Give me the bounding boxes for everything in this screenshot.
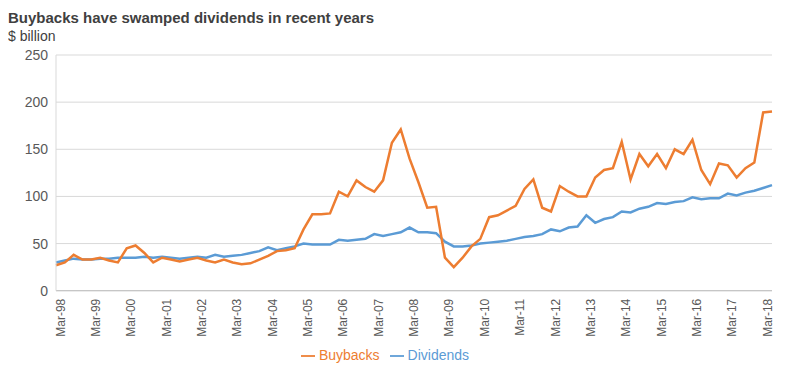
svg-text:Mar-98: Mar-98 — [54, 298, 68, 336]
html-text:Buybacks: Buybacks — [318, 346, 380, 363]
svg-text:150: 150 — [25, 141, 49, 157]
svg-text:Mar-06: Mar-06 — [336, 298, 350, 336]
svg-text:0: 0 — [40, 283, 48, 299]
svg-text:Mar-16: Mar-16 — [690, 298, 704, 336]
svg-text:Mar-11: Mar-11 — [513, 298, 527, 335]
svg-text:250: 250 — [25, 47, 49, 63]
html-text:$ billion: $ billion — [8, 28, 56, 44]
svg-text:Mar-05: Mar-05 — [301, 298, 315, 336]
svg-text:Mar-10: Mar-10 — [478, 298, 492, 336]
svg-text:Mar-09: Mar-09 — [442, 298, 456, 336]
svg-text:Mar-18: Mar-18 — [761, 298, 775, 336]
svg-text:Mar-13: Mar-13 — [584, 298, 598, 336]
svg-text:Mar-99: Mar-99 — [89, 298, 103, 336]
svg-text:Mar-15: Mar-15 — [655, 298, 669, 336]
svg-text:Mar-17: Mar-17 — [725, 298, 739, 336]
svg-text:100: 100 — [25, 188, 49, 204]
svg-text:Mar-01: Mar-01 — [160, 298, 174, 336]
html-text:Dividends: Dividends — [407, 346, 470, 363]
svg-text:Mar-00: Mar-00 — [124, 298, 138, 336]
svg-text:Mar-02: Mar-02 — [195, 298, 209, 336]
svg-text:Mar-03: Mar-03 — [230, 298, 244, 336]
html-text:Buybacks have swamped dividend: Buybacks have swamped dividends in recen… — [8, 9, 374, 26]
svg-text:Mar-12: Mar-12 — [549, 298, 563, 336]
svg-text:Mar-08: Mar-08 — [407, 298, 421, 336]
svg-text:200: 200 — [25, 94, 49, 110]
svg-text:50: 50 — [32, 236, 48, 252]
svg-text:Mar-14: Mar-14 — [619, 298, 633, 336]
svg-text:Mar-04: Mar-04 — [266, 298, 280, 336]
svg-text:Mar-07: Mar-07 — [372, 298, 386, 336]
